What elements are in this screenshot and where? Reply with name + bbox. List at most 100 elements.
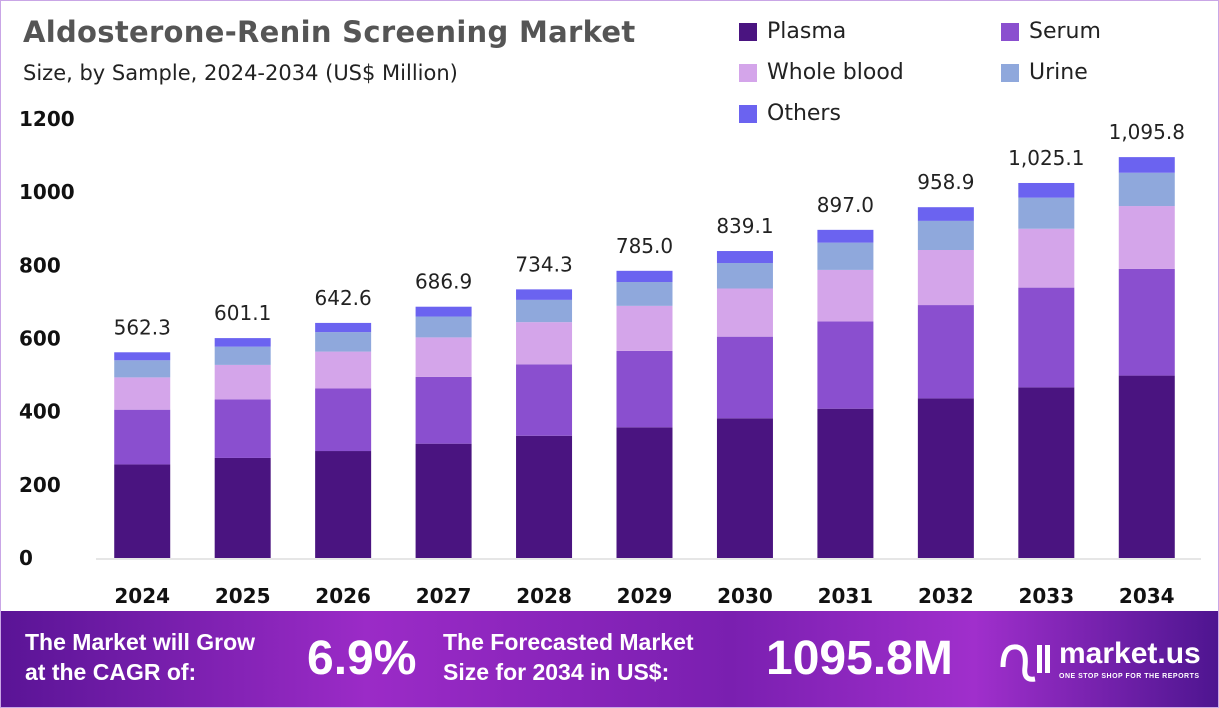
bar-segment-plasma (415, 443, 472, 558)
forecast-label-line1: The Forecasted Market (443, 629, 694, 655)
total-data-label: 839.1 (716, 214, 773, 238)
bar-segment-others (817, 229, 874, 243)
legend-item: Serum (1001, 19, 1101, 44)
bar-segment-others (516, 289, 573, 300)
bar-segment-serum (114, 409, 171, 465)
cagr-value: 6.9% (307, 632, 417, 685)
bar-segment-plasma (917, 398, 974, 558)
legend-swatch (1001, 63, 1019, 82)
x-tick-label: 2027 (416, 584, 472, 608)
total-data-label: 785.0 (616, 234, 673, 258)
forecast-label-line2: Size for 2034 in US$: (443, 659, 670, 685)
bar-segment-urine (415, 316, 472, 338)
legend-label: Serum (1029, 19, 1101, 44)
x-tick-label: 2028 (516, 584, 572, 608)
bar-segment-urine (516, 299, 573, 323)
total-data-label: 642.6 (315, 286, 372, 310)
bar-segment-urine (1118, 172, 1175, 207)
bar-segment-whole-blood (616, 305, 673, 351)
bar-segment-urine (214, 346, 271, 365)
bar-segment-whole-blood (214, 364, 271, 400)
bar-segment-plasma (1018, 387, 1075, 558)
bar-segment-serum (1118, 268, 1175, 376)
bar-segment-others (716, 251, 773, 264)
footer-banner: The Market will Grow at the CAGR of: 6.9… (1, 611, 1218, 707)
x-tick-label: 2024 (114, 584, 170, 608)
y-tick-label: 1000 (19, 180, 75, 204)
bar-segment-serum (716, 336, 773, 419)
bar-segment-urine (917, 220, 974, 251)
bar-segment-others (114, 352, 171, 361)
bar-segment-whole-blood (415, 337, 472, 377)
bar-segment-serum (1018, 287, 1075, 388)
y-tick-label: 200 (19, 473, 61, 497)
y-tick-label: 1200 (19, 107, 75, 131)
bar-segment-serum (817, 321, 874, 409)
bar-segment-plasma (616, 427, 673, 558)
bar-segment-plasma (1118, 375, 1175, 558)
bar-segment-whole-blood (1018, 228, 1075, 288)
y-tick-label: 600 (19, 327, 61, 351)
total-data-label: 686.9 (415, 270, 472, 294)
legend-swatch (1001, 22, 1019, 41)
legend-label: Plasma (767, 19, 847, 44)
bar-segment-whole-blood (716, 288, 773, 337)
legend-label: Whole blood (767, 60, 904, 85)
bar-segment-serum (516, 364, 573, 436)
total-data-label: 958.9 (917, 170, 974, 194)
bar-segment-serum (415, 376, 472, 444)
x-tick-label: 2031 (818, 584, 874, 608)
bar-segment-plasma (716, 418, 773, 558)
legend-swatch (739, 22, 757, 41)
bar-segment-urine (1018, 197, 1075, 229)
bar-segment-serum (214, 399, 271, 458)
bar-segment-serum (616, 350, 673, 428)
total-data-label: 1,095.8 (1109, 120, 1185, 144)
x-tick-label: 2033 (1018, 584, 1074, 608)
cagr-label-line1: The Market will Grow (25, 629, 256, 655)
bar-segment-plasma (315, 451, 372, 558)
bar-segment-whole-blood (1118, 206, 1175, 269)
bar-segment-whole-blood (114, 377, 171, 410)
legend-item: Urine (1001, 60, 1088, 85)
legend-label: Urine (1029, 60, 1088, 85)
bar-segment-urine (716, 263, 773, 289)
x-tick-label: 2034 (1119, 584, 1175, 608)
legend-swatch (739, 63, 757, 82)
bar-segment-urine (315, 332, 372, 352)
bar-segment-others (1018, 182, 1075, 198)
bar-segment-plasma (114, 464, 171, 558)
total-data-label: 1,025.1 (1008, 146, 1084, 170)
bar-segment-urine (114, 360, 171, 378)
x-tick-label: 2026 (315, 584, 371, 608)
bar-chart: 0 200 400 600 800 1000 1200 562.3 2024 601.1 2025 6… (19, 107, 1201, 608)
bar-segment-whole-blood (516, 322, 573, 365)
bar-segment-others (1118, 157, 1175, 173)
legend-item: Whole blood (739, 60, 904, 85)
y-tick-label: 400 (19, 400, 61, 424)
bar-segment-others (315, 322, 372, 333)
x-tick-label: 2025 (215, 584, 271, 608)
x-tick-label: 2029 (617, 584, 673, 608)
legend-swatch (739, 104, 757, 123)
bar-segment-serum (315, 388, 372, 452)
total-data-label: 562.3 (114, 315, 171, 339)
y-tick-label: 800 (19, 253, 61, 277)
logo-tagline: ONE STOP SHOP FOR THE REPORTS (1059, 673, 1200, 680)
forecast-value: 1095.8M (766, 632, 953, 685)
legend-item: Others (739, 101, 841, 126)
bar-segment-whole-blood (315, 351, 372, 389)
x-tick-label: 2032 (918, 584, 974, 608)
legend-item: Plasma (739, 19, 846, 44)
bar-segment-plasma (516, 435, 573, 558)
chart-title: Aldosterone-Renin Screening Market (23, 15, 636, 49)
bar-segment-serum (917, 305, 974, 399)
chart-subtitle: Size, by Sample, 2024-2034 (US$ Million) (23, 61, 458, 85)
bar-segment-urine (817, 242, 874, 270)
bar-segment-urine (616, 282, 673, 306)
total-data-label: 601.1 (214, 301, 271, 325)
bar-segment-others (616, 270, 673, 283)
logo-name: market.us (1059, 637, 1201, 670)
total-data-label: 734.3 (515, 252, 572, 276)
